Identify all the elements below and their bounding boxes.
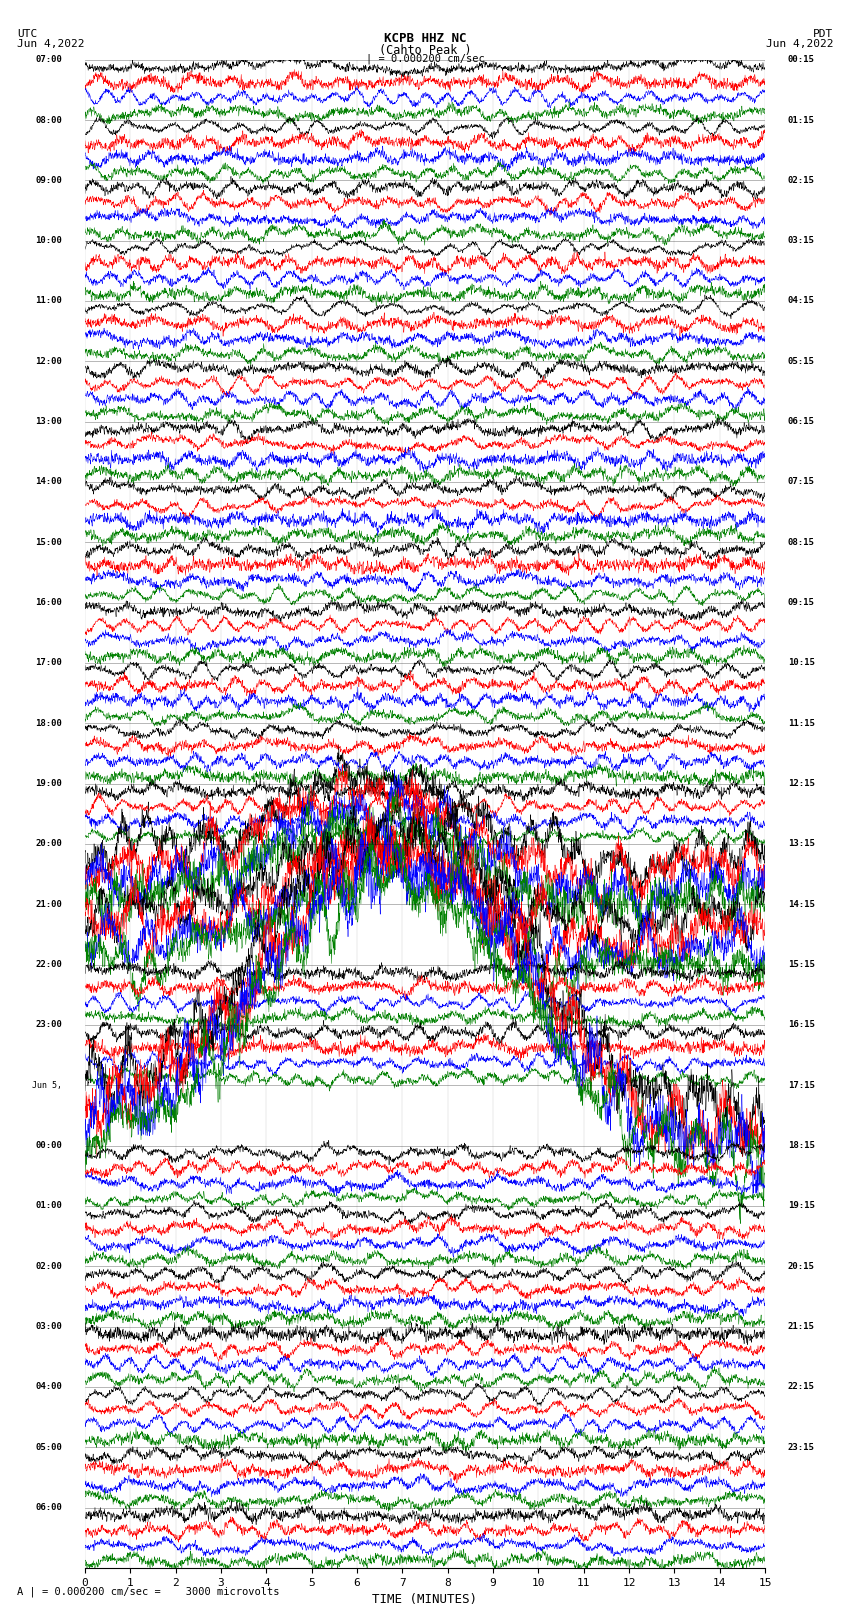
Text: 14:15: 14:15: [788, 900, 814, 908]
Text: 03:15: 03:15: [788, 235, 814, 245]
Text: 20:15: 20:15: [788, 1261, 814, 1271]
Text: 07:15: 07:15: [788, 477, 814, 487]
Text: 13:00: 13:00: [36, 418, 62, 426]
Text: 21:15: 21:15: [788, 1323, 814, 1331]
Text: Jun 4,2022: Jun 4,2022: [766, 39, 833, 48]
Text: 00:00: 00:00: [36, 1140, 62, 1150]
Text: 04:00: 04:00: [36, 1382, 62, 1392]
Text: 21:00: 21:00: [36, 900, 62, 908]
Text: 02:00: 02:00: [36, 1261, 62, 1271]
Text: 07:00: 07:00: [36, 55, 62, 65]
Text: 05:00: 05:00: [36, 1442, 62, 1452]
Text: 00:15: 00:15: [788, 55, 814, 65]
Text: 12:15: 12:15: [788, 779, 814, 789]
Text: 01:00: 01:00: [36, 1202, 62, 1210]
Text: 09:00: 09:00: [36, 176, 62, 185]
Text: 18:15: 18:15: [788, 1140, 814, 1150]
Text: 15:15: 15:15: [788, 960, 814, 969]
X-axis label: TIME (MINUTES): TIME (MINUTES): [372, 1594, 478, 1607]
Text: 22:00: 22:00: [36, 960, 62, 969]
Text: 15:00: 15:00: [36, 537, 62, 547]
Text: 18:00: 18:00: [36, 719, 62, 727]
Text: 19:15: 19:15: [788, 1202, 814, 1210]
Text: 08:00: 08:00: [36, 116, 62, 124]
Text: 11:00: 11:00: [36, 297, 62, 305]
Text: 10:00: 10:00: [36, 235, 62, 245]
Text: Jun 4,2022: Jun 4,2022: [17, 39, 84, 48]
Text: 17:00: 17:00: [36, 658, 62, 668]
Text: 23:15: 23:15: [788, 1442, 814, 1452]
Text: 01:15: 01:15: [788, 116, 814, 124]
Text: 17:15: 17:15: [788, 1081, 814, 1090]
Text: 19:00: 19:00: [36, 779, 62, 789]
Text: 05:15: 05:15: [788, 356, 814, 366]
Text: 22:15: 22:15: [788, 1382, 814, 1392]
Text: 20:00: 20:00: [36, 839, 62, 848]
Text: 16:00: 16:00: [36, 598, 62, 606]
Text: PDT: PDT: [813, 29, 833, 39]
Text: 02:15: 02:15: [788, 176, 814, 185]
Text: | = 0.000200 cm/sec: | = 0.000200 cm/sec: [366, 53, 484, 65]
Text: 08:15: 08:15: [788, 537, 814, 547]
Text: 12:00: 12:00: [36, 356, 62, 366]
Text: Jun 5,: Jun 5,: [32, 1081, 62, 1090]
Text: (Cahto Peak ): (Cahto Peak ): [379, 44, 471, 56]
Text: 16:15: 16:15: [788, 1021, 814, 1029]
Text: 09:15: 09:15: [788, 598, 814, 606]
Text: KCPB HHZ NC: KCPB HHZ NC: [383, 32, 467, 45]
Text: A | = 0.000200 cm/sec =    3000 microvolts: A | = 0.000200 cm/sec = 3000 microvolts: [17, 1586, 280, 1597]
Text: 03:00: 03:00: [36, 1323, 62, 1331]
Text: UTC: UTC: [17, 29, 37, 39]
Text: 10:15: 10:15: [788, 658, 814, 668]
Text: 14:00: 14:00: [36, 477, 62, 487]
Text: 06:00: 06:00: [36, 1503, 62, 1511]
Text: 06:15: 06:15: [788, 418, 814, 426]
Text: 11:15: 11:15: [788, 719, 814, 727]
Text: 04:15: 04:15: [788, 297, 814, 305]
Text: 23:00: 23:00: [36, 1021, 62, 1029]
Text: 13:15: 13:15: [788, 839, 814, 848]
